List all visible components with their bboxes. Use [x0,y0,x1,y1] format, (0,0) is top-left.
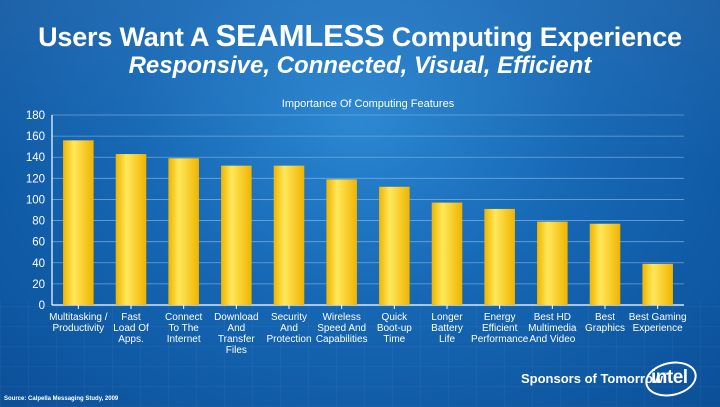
x-tick-label: Multitasking / Productivity [49,312,108,334]
bar [168,158,199,305]
x-tick-label-line: Experience [633,323,683,334]
tagline-text: Sponsors of Tomorrow [521,371,664,386]
title-emphasis: SEAMLESS [215,18,385,53]
x-tick-label: Fast Load Of Apps. [113,312,149,345]
y-tick-label: 40 [32,258,45,270]
x-tick-label-line: Download [214,312,258,323]
x-tick-label: Wireless Speed And Capabilities [316,312,368,345]
bar [431,202,463,305]
slide-title: Users Want A SEAMLESS Computing Experien… [0,18,720,54]
x-tick-label-line: Fast [121,312,141,323]
intel-logo-text: intel [651,367,688,388]
x-tick-label-line: Graphics [585,323,625,334]
x-tick-label-line: And [280,323,298,334]
x-tick-label-line: Performance [471,334,529,345]
bar [537,221,568,305]
x-tick-label-line: Productivity [52,323,104,334]
x-tick-label: Download And Transfer Files [214,312,258,356]
x-tick-label-line: Longer [431,312,463,323]
bar [326,179,357,305]
x-tick-label: Longer Battery Life [431,312,463,345]
chart-title: Importance Of Computing Features [282,98,455,110]
title-suffix: Computing Experience [384,22,682,52]
x-tick-label: Best HD Multimedia And Video [528,312,577,345]
x-tick-label-line: Apps. [118,334,144,345]
y-tick-label: 160 [26,131,45,143]
x-tick-label: Connect To The Internet [165,312,202,345]
x-tick-label-line: And Video [529,334,575,345]
y-tick-label: 120 [26,173,45,185]
x-tick-label-line: Best Gaming [629,312,687,323]
y-tick-label: 100 [26,194,45,206]
y-tick-label: 80 [32,216,45,228]
x-tick-label-line: Speed And [317,323,366,334]
x-tick-label-line: Boot-up [377,323,412,334]
x-tick-label-line: Protection [266,334,311,345]
trademark-symbol: ™ [663,372,671,380]
bar [221,165,252,305]
y-tick-label: 60 [32,237,45,249]
x-tick-label-line: Security [271,312,307,323]
bar [484,208,515,305]
x-tick-label: Best Gaming Experience [629,312,687,334]
footer-tagline: Sponsors of Tomorrow™ [521,371,670,386]
y-tick-label: 0 [39,300,45,312]
title-prefix: Users Want A [38,22,216,52]
x-tick-label-line: Best HD [534,312,571,323]
x-tick-label-line: Battery [431,323,463,334]
bar [589,223,621,305]
x-tick-label-line: Wireless [322,312,360,323]
bar [379,186,410,305]
bar [642,263,673,305]
x-tick-label: Quick Boot-up Time [377,312,412,345]
y-tick-label: 180 [26,110,45,122]
x-tick-label-line: And [227,323,245,334]
x-tick-label-line: Connect [165,312,202,323]
x-tick-label-line: Best [595,312,615,323]
slide-subtitle: Responsive, Connected, Visual, Efficient [128,52,592,79]
x-tick-label-line: Internet [167,334,201,345]
x-tick-label-line: Load Of [113,323,149,334]
x-tick-label-line: Life [439,334,456,345]
x-tick-label-line: Capabilities [316,334,368,345]
bar [115,154,147,305]
background-grid-pattern [0,300,720,407]
x-tick-label-line: Files [226,345,247,356]
bar [273,165,305,305]
x-tick-label-line: Transfer [218,334,256,345]
y-tick-label: 20 [32,279,45,291]
x-tick-label: Security And Protection [266,312,311,345]
y-tick-label: 140 [26,152,45,164]
bar [63,140,94,305]
x-tick-label: Best Graphics [585,312,625,334]
x-tick-label-line: Efficient [482,323,518,334]
x-tick-label-line: Energy [484,312,516,323]
source-note: Source: Calpella Messaging Study, 2009 [4,396,119,402]
x-tick-label: Energy Efficient Performance [471,312,529,345]
x-tick-label-line: Multimedia [528,323,577,334]
x-tick-label-line: Multitasking / [49,312,108,323]
x-tick-label-line: To The [168,323,199,334]
x-tick-label-line: Time [383,334,405,345]
x-tick-label-line: Quick [382,312,409,323]
